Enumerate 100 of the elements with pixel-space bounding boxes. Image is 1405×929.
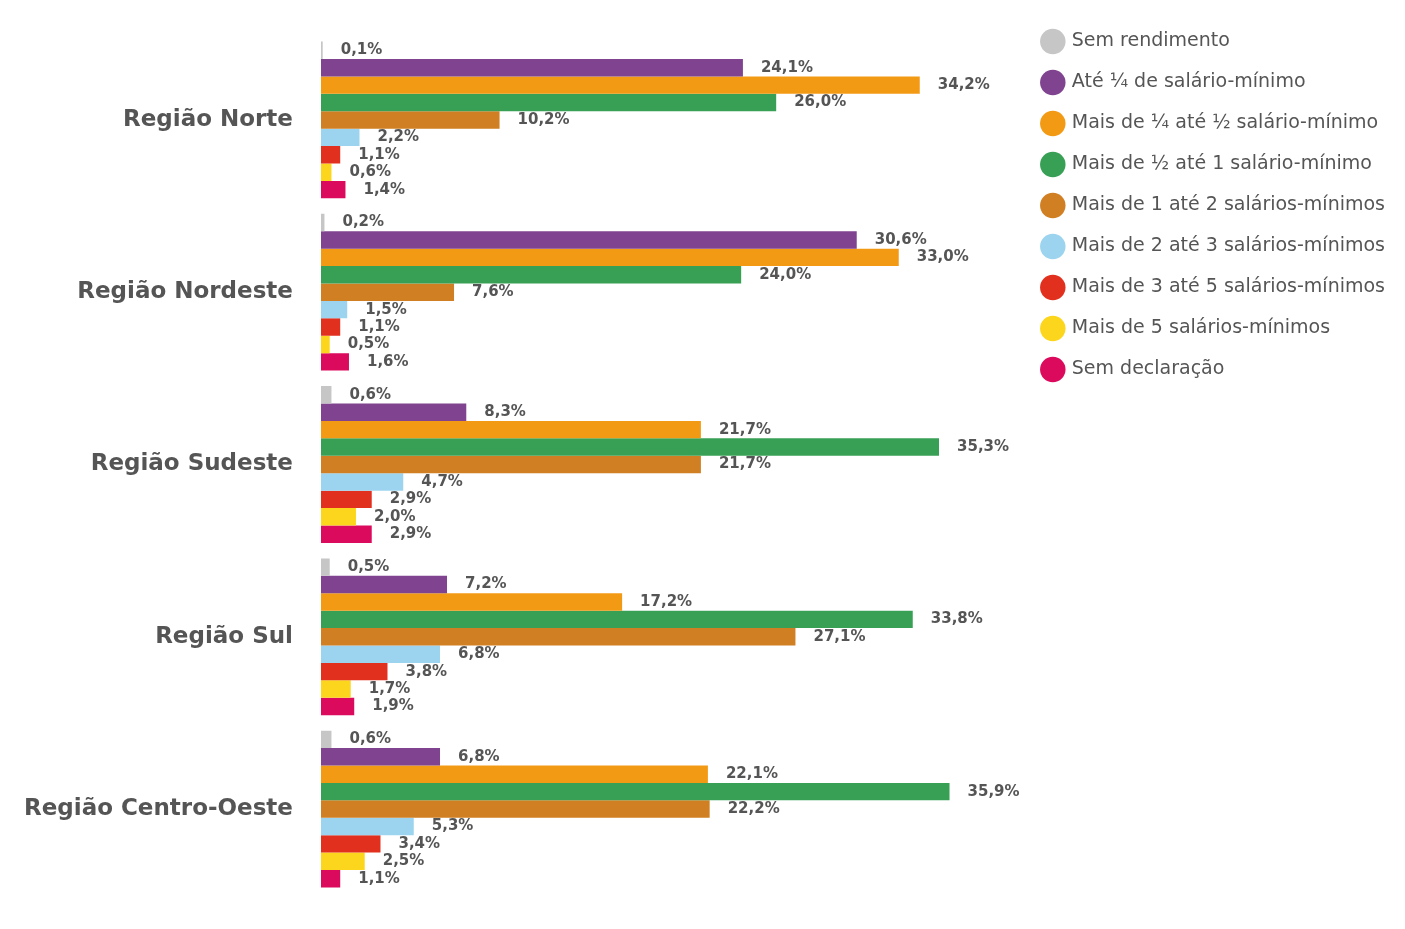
legend-label: Mais de 1 até 2 salários-mínimos xyxy=(1071,192,1386,215)
data-label: 0,5% xyxy=(347,334,390,353)
data-label: 1,9% xyxy=(372,696,414,715)
bar xyxy=(320,180,346,199)
data-label: 2,9% xyxy=(389,489,432,508)
bar xyxy=(320,508,356,526)
data-label: 4,7% xyxy=(421,471,463,490)
legend-label: Sem declaração xyxy=(1071,356,1225,379)
bar xyxy=(320,575,448,594)
data-label: 22,2% xyxy=(727,798,780,817)
bar xyxy=(320,782,950,801)
data-label: 35,3% xyxy=(957,436,1010,455)
data-label: 6,8% xyxy=(458,644,500,663)
data-label: 1,1% xyxy=(358,868,400,887)
bar xyxy=(320,800,710,818)
bar xyxy=(320,111,500,129)
data-label: 2,9% xyxy=(389,524,432,543)
legend-label: Mais de ¼ até ½ salário-mínimo xyxy=(1071,110,1379,133)
data-label: 7,2% xyxy=(465,574,507,593)
data-label: 6,8% xyxy=(458,746,500,765)
bar xyxy=(320,146,341,164)
bar xyxy=(320,403,467,421)
data-label: 2,5% xyxy=(382,851,425,870)
bar xyxy=(320,662,388,681)
data-label: 17,2% xyxy=(640,591,693,610)
data-label: 1,4% xyxy=(363,179,406,198)
data-label: 0,2% xyxy=(342,212,385,231)
data-label: 0,6% xyxy=(349,384,392,403)
y-tick-label: Região Norte xyxy=(122,104,293,131)
legend-label: Mais de 2 até 3 salários-mínimos xyxy=(1071,233,1386,256)
data-label: 1,1% xyxy=(358,316,400,335)
data-label: 34,2% xyxy=(937,74,990,93)
bar xyxy=(320,593,623,611)
legend-label: Sem rendimento xyxy=(1071,28,1230,51)
data-label: 24,1% xyxy=(760,57,813,76)
data-label: 0,6% xyxy=(349,729,392,748)
data-label: 2,0% xyxy=(373,506,416,525)
data-label: 7,6% xyxy=(472,282,514,301)
bar xyxy=(320,870,341,888)
data-label: 3,4% xyxy=(398,833,441,852)
bar xyxy=(320,525,372,543)
y-tick-label: Região Sul xyxy=(155,621,293,648)
bar xyxy=(320,318,341,336)
bar xyxy=(320,353,349,371)
data-label: 26,0% xyxy=(794,92,847,111)
legend-label: Mais de 3 até 5 salários-mínimos xyxy=(1071,274,1386,297)
bar xyxy=(320,817,414,836)
bar xyxy=(320,438,940,456)
data-label: 35,9% xyxy=(967,781,1020,800)
bar xyxy=(320,128,360,147)
data-label: 33,8% xyxy=(930,609,983,628)
data-label: 1,7% xyxy=(368,678,411,697)
legend-label: Até ¼ de salário-mínimo xyxy=(1071,69,1306,92)
bar xyxy=(320,335,330,354)
bar xyxy=(320,628,796,646)
data-label: 10,2% xyxy=(517,109,570,128)
data-label: 1,5% xyxy=(365,299,407,318)
bar xyxy=(320,730,332,749)
bar xyxy=(320,283,455,301)
bar xyxy=(320,93,777,112)
data-label: 5,3% xyxy=(431,816,474,835)
bar xyxy=(320,645,441,663)
bar xyxy=(320,473,404,491)
bar xyxy=(320,455,701,474)
bar xyxy=(320,558,330,576)
data-label: 27,1% xyxy=(813,626,866,645)
bar xyxy=(320,490,372,509)
data-label: 2,2% xyxy=(377,127,420,146)
data-label: 21,7% xyxy=(718,454,771,473)
data-label: 0,6% xyxy=(349,162,392,181)
legend-label: Mais de 5 salários-mínimos xyxy=(1071,315,1331,338)
bar xyxy=(320,835,381,853)
bar xyxy=(320,386,332,404)
y-tick-label: Região Sudeste xyxy=(90,449,293,476)
bar xyxy=(320,610,913,629)
y-tick-label: Região Nordeste xyxy=(77,277,293,304)
data-label: 8,3% xyxy=(484,402,526,421)
bar xyxy=(320,76,920,94)
data-label: 30,6% xyxy=(874,229,927,248)
bar xyxy=(320,680,351,698)
bar xyxy=(320,420,701,439)
data-label: 24,0% xyxy=(759,264,812,283)
data-label: 21,7% xyxy=(718,419,771,438)
data-label: 1,6% xyxy=(366,351,409,370)
bar xyxy=(320,765,708,783)
data-label: 22,1% xyxy=(725,764,778,783)
bar xyxy=(320,266,742,284)
bar xyxy=(320,58,743,77)
legend-label: Mais de ½ até 1 salário-mínimo xyxy=(1071,151,1372,174)
bar xyxy=(320,300,348,319)
data-label: 1,1% xyxy=(358,144,400,163)
bar xyxy=(320,231,857,249)
bar xyxy=(320,852,365,871)
data-label: 0,1% xyxy=(340,40,383,59)
data-label: 33,0% xyxy=(916,247,969,266)
bar xyxy=(320,248,899,267)
bar xyxy=(320,163,332,181)
bar xyxy=(320,697,355,716)
data-label: 0,5% xyxy=(347,556,390,575)
data-label: 3,8% xyxy=(405,661,448,680)
